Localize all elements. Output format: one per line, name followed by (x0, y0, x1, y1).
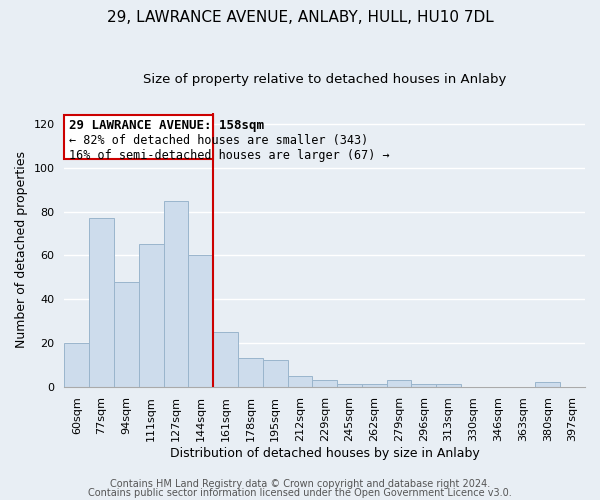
FancyBboxPatch shape (64, 115, 213, 159)
Bar (362, 384, 386, 386)
Text: ← 82% of detached houses are smaller (343): ← 82% of detached houses are smaller (34… (70, 134, 368, 147)
Bar (139, 244, 164, 386)
Bar (412, 384, 436, 386)
Text: Contains public sector information licensed under the Open Government Licence v3: Contains public sector information licen… (88, 488, 512, 498)
Bar (386, 380, 412, 386)
Bar (188, 256, 213, 386)
Bar (114, 282, 139, 387)
Bar (436, 384, 461, 386)
Text: 16% of semi-detached houses are larger (67) →: 16% of semi-detached houses are larger (… (70, 149, 390, 162)
Title: Size of property relative to detached houses in Anlaby: Size of property relative to detached ho… (143, 72, 506, 86)
Text: Contains HM Land Registry data © Crown copyright and database right 2024.: Contains HM Land Registry data © Crown c… (110, 479, 490, 489)
Bar (337, 384, 362, 386)
Bar (64, 343, 89, 386)
Bar (213, 332, 238, 386)
Bar (287, 376, 313, 386)
Text: 29, LAWRANCE AVENUE, ANLABY, HULL, HU10 7DL: 29, LAWRANCE AVENUE, ANLABY, HULL, HU10 … (107, 10, 493, 25)
Bar (263, 360, 287, 386)
X-axis label: Distribution of detached houses by size in Anlaby: Distribution of detached houses by size … (170, 447, 479, 460)
Bar (313, 380, 337, 386)
Text: 29 LAWRANCE AVENUE: 158sqm: 29 LAWRANCE AVENUE: 158sqm (70, 118, 265, 132)
Bar (535, 382, 560, 386)
Bar (164, 200, 188, 386)
Bar (89, 218, 114, 386)
Y-axis label: Number of detached properties: Number of detached properties (15, 152, 28, 348)
Bar (238, 358, 263, 386)
